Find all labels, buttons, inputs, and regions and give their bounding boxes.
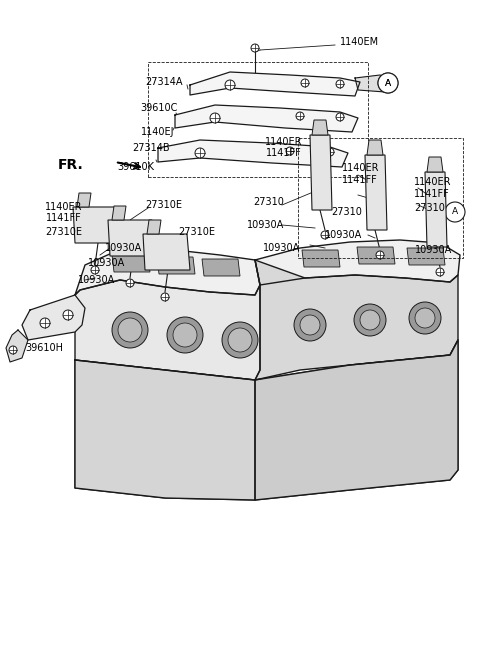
- Circle shape: [378, 73, 398, 93]
- Circle shape: [40, 318, 50, 328]
- Text: 27314A: 27314A: [145, 77, 183, 87]
- Polygon shape: [73, 207, 120, 243]
- Polygon shape: [112, 206, 126, 220]
- Circle shape: [336, 113, 344, 121]
- Circle shape: [415, 308, 435, 328]
- Polygon shape: [190, 72, 360, 96]
- Text: 27310: 27310: [253, 197, 284, 207]
- Circle shape: [173, 323, 197, 347]
- Polygon shape: [157, 257, 195, 274]
- Text: 27310E: 27310E: [45, 227, 82, 237]
- Text: 27310: 27310: [414, 203, 445, 213]
- Text: 27310E: 27310E: [145, 200, 182, 210]
- Circle shape: [294, 309, 326, 341]
- Circle shape: [210, 113, 220, 123]
- Polygon shape: [6, 330, 28, 362]
- Text: 39610H: 39610H: [25, 343, 63, 353]
- Circle shape: [445, 202, 465, 222]
- Text: A: A: [385, 78, 391, 87]
- Polygon shape: [302, 250, 340, 267]
- Circle shape: [251, 44, 259, 52]
- Text: FR.: FR.: [58, 158, 84, 172]
- Circle shape: [300, 315, 320, 335]
- Circle shape: [378, 73, 398, 93]
- Circle shape: [321, 231, 329, 239]
- Text: 1141FF: 1141FF: [46, 213, 82, 223]
- Circle shape: [91, 266, 99, 274]
- Circle shape: [409, 302, 441, 334]
- Text: 39610K: 39610K: [117, 162, 154, 172]
- Polygon shape: [143, 234, 190, 270]
- Circle shape: [195, 148, 205, 158]
- Circle shape: [161, 293, 169, 301]
- Circle shape: [112, 312, 148, 348]
- Polygon shape: [357, 247, 395, 264]
- Text: A: A: [385, 78, 391, 87]
- Polygon shape: [77, 193, 91, 207]
- Polygon shape: [75, 360, 255, 500]
- Text: 10930A: 10930A: [88, 258, 125, 268]
- Polygon shape: [427, 157, 443, 172]
- Text: 1140EM: 1140EM: [340, 37, 379, 47]
- Text: 1141FF: 1141FF: [414, 189, 450, 199]
- Text: 1141FF: 1141FF: [342, 175, 378, 185]
- Text: 1140ER: 1140ER: [342, 163, 380, 173]
- Text: 1140ER: 1140ER: [414, 177, 452, 187]
- Polygon shape: [365, 155, 387, 230]
- Circle shape: [126, 279, 134, 287]
- Text: A: A: [452, 208, 458, 217]
- Circle shape: [336, 80, 344, 88]
- Text: 10930A: 10930A: [78, 275, 115, 285]
- Polygon shape: [255, 340, 458, 500]
- Polygon shape: [407, 248, 445, 265]
- Polygon shape: [75, 280, 260, 380]
- Polygon shape: [310, 135, 332, 210]
- Circle shape: [436, 268, 444, 276]
- Text: 10930A: 10930A: [415, 245, 452, 255]
- Circle shape: [118, 318, 142, 342]
- Polygon shape: [425, 172, 447, 247]
- Polygon shape: [108, 220, 155, 256]
- Circle shape: [360, 310, 380, 330]
- Polygon shape: [75, 245, 260, 295]
- Circle shape: [167, 317, 203, 353]
- Text: 27310E: 27310E: [178, 227, 215, 237]
- Circle shape: [296, 112, 304, 120]
- Text: 27310: 27310: [331, 207, 362, 217]
- Circle shape: [301, 79, 309, 87]
- Text: 27314B: 27314B: [132, 143, 170, 153]
- Text: 10930A: 10930A: [105, 243, 142, 253]
- Circle shape: [63, 310, 73, 320]
- Text: 10930A: 10930A: [325, 230, 362, 240]
- Polygon shape: [75, 340, 458, 500]
- Polygon shape: [158, 140, 348, 167]
- Circle shape: [286, 147, 294, 155]
- Text: 10930A: 10930A: [263, 243, 300, 253]
- Polygon shape: [22, 295, 85, 340]
- Circle shape: [222, 322, 258, 358]
- Polygon shape: [255, 260, 458, 380]
- Text: 1140ER: 1140ER: [264, 137, 302, 147]
- Polygon shape: [147, 220, 161, 234]
- Text: 1141FF: 1141FF: [266, 148, 302, 158]
- Polygon shape: [367, 140, 383, 155]
- Text: 39610C: 39610C: [141, 103, 178, 113]
- Circle shape: [9, 346, 17, 354]
- Text: 1140EJ: 1140EJ: [141, 127, 174, 137]
- Circle shape: [326, 148, 334, 156]
- Text: 10930A: 10930A: [247, 220, 284, 230]
- Circle shape: [225, 80, 235, 90]
- Bar: [148, 62, 368, 177]
- Bar: [298, 138, 463, 258]
- Polygon shape: [112, 255, 150, 272]
- Polygon shape: [255, 240, 460, 285]
- Polygon shape: [355, 75, 395, 92]
- Circle shape: [354, 304, 386, 336]
- Circle shape: [376, 251, 384, 259]
- Polygon shape: [202, 259, 240, 276]
- Polygon shape: [175, 105, 358, 132]
- Text: 1140ER: 1140ER: [45, 202, 82, 212]
- Polygon shape: [312, 120, 328, 135]
- Circle shape: [228, 328, 252, 352]
